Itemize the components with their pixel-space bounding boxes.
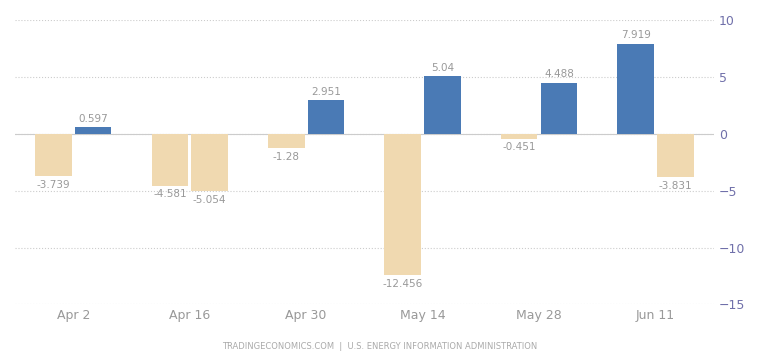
Text: 7.919: 7.919 bbox=[621, 30, 651, 40]
Bar bbox=[424, 76, 461, 134]
Bar bbox=[151, 134, 188, 186]
Text: -12.456: -12.456 bbox=[382, 279, 423, 289]
Bar bbox=[385, 134, 421, 275]
Text: -5.054: -5.054 bbox=[193, 195, 226, 205]
Text: 0.597: 0.597 bbox=[78, 114, 108, 124]
Text: 5.04: 5.04 bbox=[431, 63, 454, 73]
Text: -4.581: -4.581 bbox=[153, 189, 187, 199]
Text: 4.488: 4.488 bbox=[544, 69, 574, 79]
Bar bbox=[657, 134, 694, 178]
Bar bbox=[192, 134, 228, 191]
Bar bbox=[617, 44, 654, 134]
Bar bbox=[501, 134, 537, 139]
Text: TRADINGECONOMICS.COM  |  U.S. ENERGY INFORMATION ADMINISTRATION: TRADINGECONOMICS.COM | U.S. ENERGY INFOR… bbox=[223, 343, 537, 351]
Text: 2.951: 2.951 bbox=[311, 87, 341, 97]
Bar bbox=[74, 127, 112, 134]
Bar bbox=[268, 134, 305, 148]
Text: -1.28: -1.28 bbox=[273, 152, 299, 162]
Text: -0.451: -0.451 bbox=[502, 142, 536, 152]
Text: -3.831: -3.831 bbox=[659, 181, 692, 191]
Bar bbox=[35, 134, 71, 176]
Bar bbox=[308, 100, 344, 134]
Text: -3.739: -3.739 bbox=[36, 180, 70, 190]
Bar bbox=[540, 83, 577, 134]
